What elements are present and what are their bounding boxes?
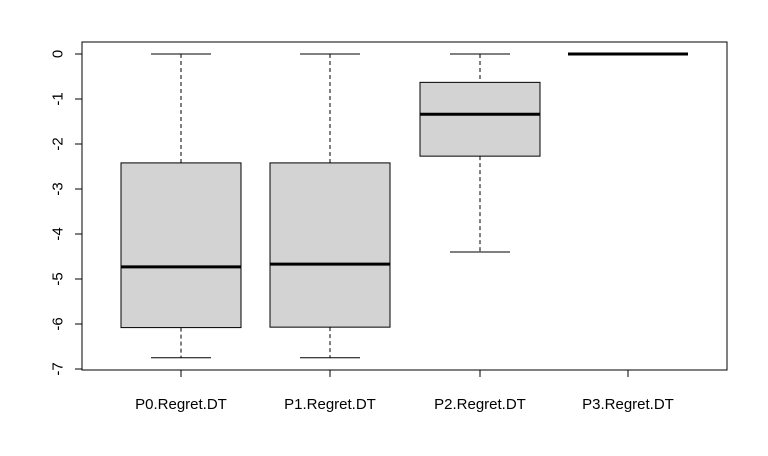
x-tick-label: P0.Regret.DT: [135, 396, 227, 413]
y-tick-label: -3: [50, 182, 67, 195]
x-tick-label: P2.Regret.DT: [434, 396, 526, 413]
y-tick-label: -7: [50, 362, 67, 375]
x-axis: P0.Regret.DT P1.Regret.DT P2.Regret.DT P3.R…: [135, 369, 674, 413]
y-tick-label: -6: [50, 317, 67, 330]
iqr-box: [120, 162, 242, 329]
y-tick-label: 0: [50, 50, 67, 58]
x-tick-label: P3.Regret.DT: [582, 396, 674, 413]
iqr-box: [269, 162, 391, 328]
x-tick-label: P1.Regret.DT: [284, 396, 376, 413]
box-P0.Regret.DT: [120, 53, 242, 359]
y-axis: 0 -1 -2 -3 -4 -5 -6 -7: [50, 50, 83, 376]
y-tick-label: -1: [50, 92, 67, 105]
y-tick-label: -4: [50, 227, 67, 240]
box-P1.Regret.DT: [269, 53, 391, 359]
y-tick-label: -5: [50, 272, 67, 285]
iqr-box: [419, 81, 541, 157]
boxes: [120, 52, 688, 359]
box-P2.Regret.DT: [419, 53, 541, 253]
y-tick-label: -2: [50, 137, 67, 150]
